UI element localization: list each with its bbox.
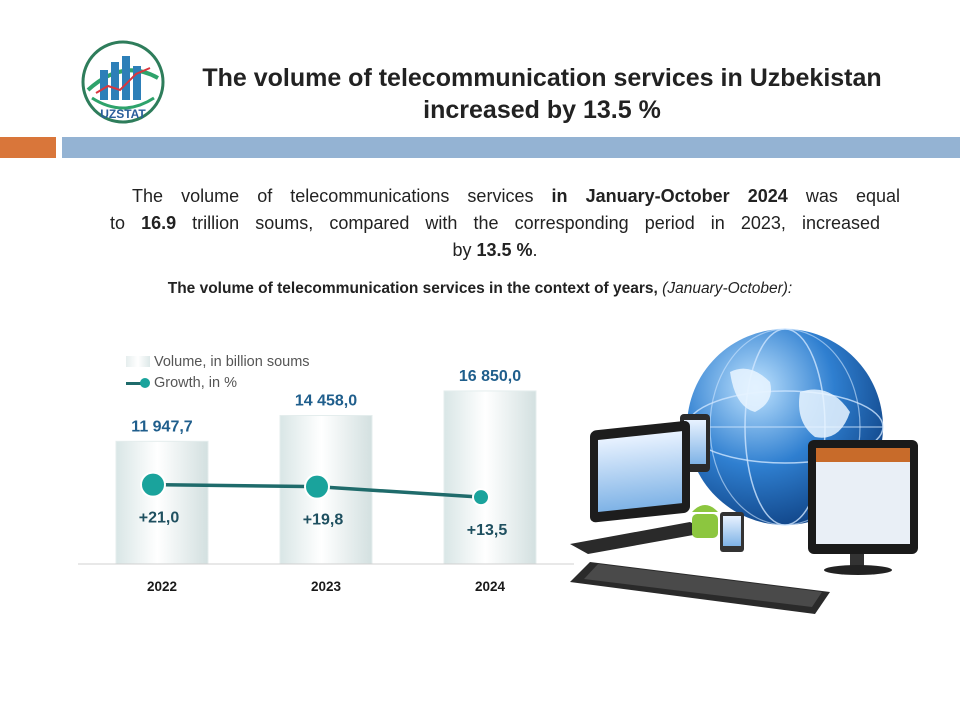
chart-title: The volume of telecommunication services… [167, 280, 793, 297]
smartphone-icon [720, 512, 744, 552]
legend-item-volume: Volume, in billion soums [126, 351, 310, 372]
uzstat-logo: UZSTAT [78, 38, 168, 134]
summary-paragraph: The volume of telecommunications service… [110, 183, 900, 264]
title-line-1: The volume of telecommunication services… [202, 64, 882, 92]
growth-point-2023 [304, 473, 330, 500]
growth-point-2022 [140, 471, 166, 498]
x-tick-label-2022: 2022 [147, 579, 177, 594]
growth-point-2024 [472, 488, 490, 507]
bar-value-label-2022: 11 947,7 [131, 418, 193, 435]
growth-label-2023: +19,8 [303, 512, 344, 529]
header-accent-bar [0, 137, 56, 158]
bar-2024 [443, 390, 537, 565]
laptop-icon [570, 420, 710, 554]
legend-line-swatch [126, 377, 150, 389]
legend-item-growth: Growth, in % [126, 372, 310, 393]
x-tick-label-2023: 2023 [311, 579, 342, 594]
keyboard-icon [570, 562, 830, 614]
x-tick-label-2024: 2024 [475, 579, 506, 594]
summary-line-3: by 13.5 %. [452, 240, 538, 260]
summary-line-1: The volume of telecommunications service… [132, 186, 900, 206]
bar-2022 [115, 440, 209, 565]
growth-label-2022: +21,0 [139, 510, 180, 527]
volume-growth-chart: 11 947,7 2022 14 458,0 2023 16 850,0 2024 +21,… [78, 368, 574, 594]
bar-value-label-2024: 16 850,0 [459, 368, 521, 385]
header-divider-bar [62, 137, 960, 158]
monitor-icon [808, 440, 918, 575]
growth-label-2024: +13,5 [467, 522, 508, 539]
svg-text:UZSTAT: UZSTAT [100, 107, 146, 121]
globe-devices-illustration [570, 328, 918, 614]
page-title: The volume of telecommunication services… [172, 62, 912, 126]
chart-legend: Volume, in billion soums Growth, in % [126, 351, 310, 393]
bar-value-label-2023: 14 458,0 [295, 393, 357, 410]
legend-bar-swatch [126, 356, 150, 367]
summary-line-2: to 16.9 trillion soums, compared with th… [110, 213, 881, 233]
title-line-2: increased by 13.5 % [423, 96, 661, 124]
android-icon [692, 505, 718, 538]
